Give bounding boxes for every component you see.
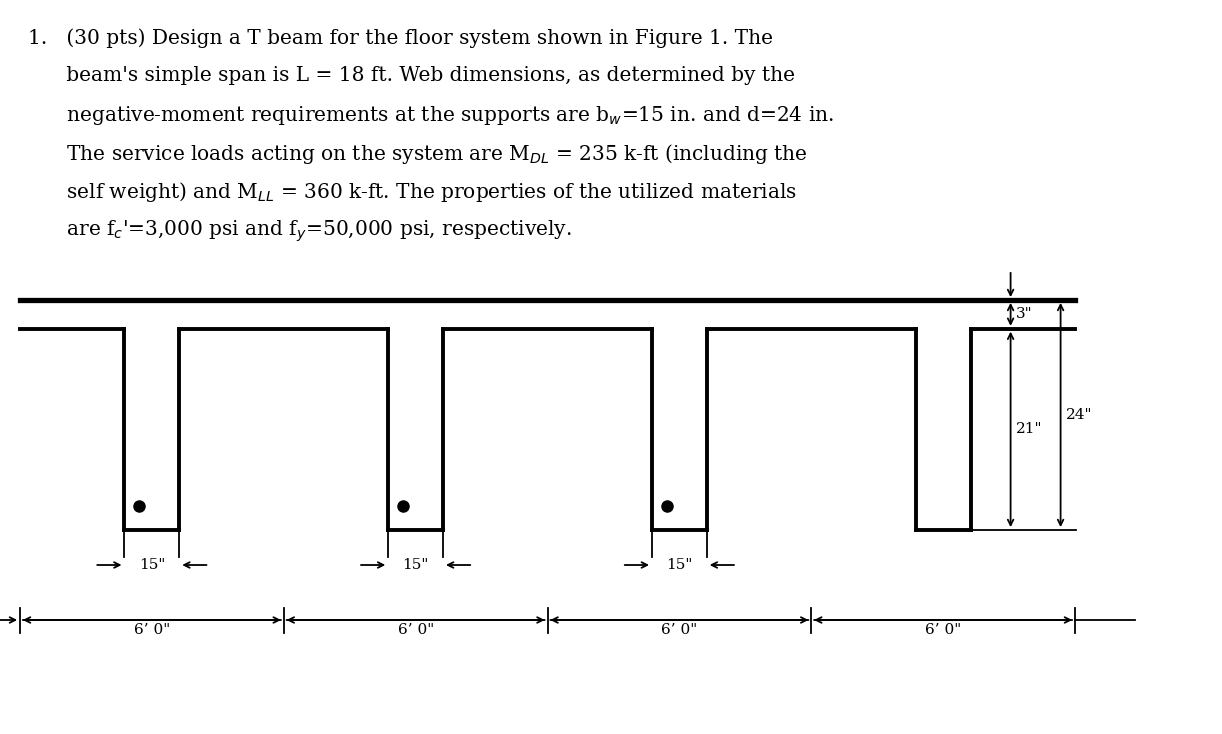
Text: The service loads acting on the system are M$_{DL}$ = 235 k-ft (including the: The service loads acting on the system a…	[28, 142, 808, 166]
Text: 6’ 0": 6’ 0"	[397, 623, 434, 637]
Text: self weight) and M$_{LL}$ = 360 k-ft. The properties of the utilized materials: self weight) and M$_{LL}$ = 360 k-ft. Th…	[28, 180, 797, 204]
Text: 15": 15"	[402, 558, 429, 572]
Text: 1.   (30 pts) Design a T beam for the floor system shown in Figure 1. The: 1. (30 pts) Design a T beam for the floo…	[28, 28, 774, 48]
Text: 6’ 0": 6’ 0"	[133, 623, 170, 637]
Text: 6’ 0": 6’ 0"	[661, 623, 698, 637]
Text: are f$_c$'=3,000 psi and f$_y$=50,000 psi, respectively.: are f$_c$'=3,000 psi and f$_y$=50,000 ps…	[28, 218, 572, 244]
Text: beam's simple span is L = 18 ft. Web dimensions, as determined by the: beam's simple span is L = 18 ft. Web dim…	[28, 66, 796, 85]
Text: 6’ 0": 6’ 0"	[925, 623, 962, 637]
Text: 15": 15"	[666, 558, 693, 572]
Text: 3": 3"	[1015, 308, 1033, 321]
Text: negative-moment requirements at the supports are b$_w$=15 in. and d=24 in.: negative-moment requirements at the supp…	[28, 104, 833, 127]
Text: 24": 24"	[1066, 408, 1092, 422]
Text: 15": 15"	[138, 558, 165, 572]
Text: 21": 21"	[1015, 422, 1042, 437]
